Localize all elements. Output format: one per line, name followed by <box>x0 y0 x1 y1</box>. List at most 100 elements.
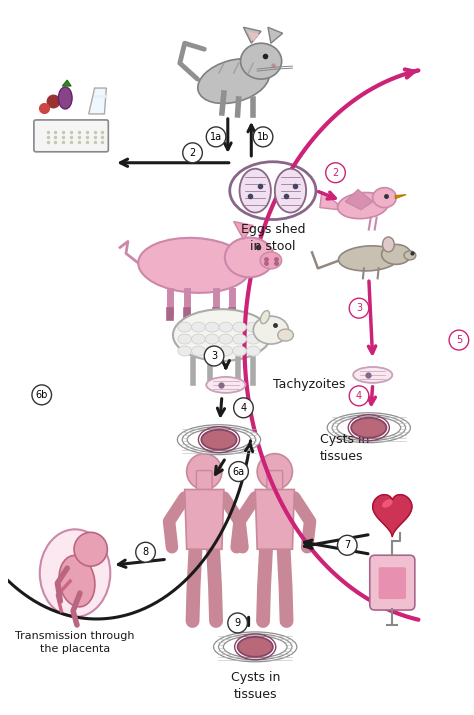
Polygon shape <box>185 490 224 549</box>
Ellipse shape <box>382 499 393 508</box>
Text: Tachyzoites: Tachyzoites <box>273 378 345 391</box>
Ellipse shape <box>230 162 316 220</box>
Ellipse shape <box>383 237 394 252</box>
Ellipse shape <box>373 187 396 207</box>
Ellipse shape <box>253 316 289 344</box>
Ellipse shape <box>205 334 219 344</box>
Ellipse shape <box>182 427 255 453</box>
Text: 7: 7 <box>344 541 350 551</box>
Ellipse shape <box>233 322 246 332</box>
Polygon shape <box>345 189 373 209</box>
Ellipse shape <box>201 430 237 450</box>
Circle shape <box>229 462 248 481</box>
Ellipse shape <box>178 334 191 344</box>
FancyBboxPatch shape <box>196 470 212 490</box>
Ellipse shape <box>351 418 386 438</box>
Text: 2: 2 <box>190 148 196 158</box>
Circle shape <box>257 453 292 490</box>
Polygon shape <box>255 490 294 549</box>
Polygon shape <box>373 495 412 536</box>
Circle shape <box>187 453 222 490</box>
FancyBboxPatch shape <box>370 556 415 610</box>
Text: 1b: 1b <box>257 132 269 142</box>
Circle shape <box>136 542 155 562</box>
Polygon shape <box>234 222 253 240</box>
Circle shape <box>204 346 224 366</box>
Circle shape <box>74 533 107 566</box>
Ellipse shape <box>246 322 260 332</box>
Ellipse shape <box>40 529 110 617</box>
Ellipse shape <box>327 413 410 443</box>
Ellipse shape <box>382 245 411 265</box>
Ellipse shape <box>404 251 416 260</box>
Ellipse shape <box>59 556 95 607</box>
Circle shape <box>326 163 345 182</box>
Ellipse shape <box>223 636 287 658</box>
Circle shape <box>206 127 226 147</box>
Ellipse shape <box>338 246 399 271</box>
Text: Transmission through
the placenta: Transmission through the placenta <box>15 631 135 654</box>
Ellipse shape <box>260 310 270 324</box>
Ellipse shape <box>219 334 233 344</box>
Ellipse shape <box>58 87 72 109</box>
Text: Cysts in
tissues: Cysts in tissues <box>230 671 280 701</box>
Polygon shape <box>89 88 106 114</box>
Circle shape <box>253 127 273 147</box>
Circle shape <box>234 398 253 418</box>
Text: Eggs shed
in stool: Eggs shed in stool <box>241 222 305 252</box>
Ellipse shape <box>191 334 205 344</box>
Text: 2: 2 <box>332 168 338 178</box>
Ellipse shape <box>178 346 191 356</box>
Ellipse shape <box>246 334 260 344</box>
Ellipse shape <box>219 322 233 332</box>
Ellipse shape <box>177 425 261 455</box>
Ellipse shape <box>337 417 401 439</box>
Text: 1a: 1a <box>210 132 222 142</box>
Ellipse shape <box>233 346 246 356</box>
Polygon shape <box>320 192 337 209</box>
Polygon shape <box>244 27 261 43</box>
Circle shape <box>337 536 357 556</box>
FancyBboxPatch shape <box>34 120 109 152</box>
Ellipse shape <box>214 632 297 662</box>
Ellipse shape <box>206 377 246 393</box>
Ellipse shape <box>332 415 406 440</box>
Ellipse shape <box>353 367 392 383</box>
Ellipse shape <box>191 322 205 332</box>
Circle shape <box>349 298 369 318</box>
Ellipse shape <box>219 346 233 356</box>
Ellipse shape <box>337 192 388 219</box>
Circle shape <box>449 330 469 350</box>
Circle shape <box>349 386 369 406</box>
Text: 8: 8 <box>143 547 148 557</box>
Polygon shape <box>247 31 259 41</box>
Text: 6a: 6a <box>233 467 245 477</box>
Ellipse shape <box>205 346 219 356</box>
Polygon shape <box>268 27 283 43</box>
Polygon shape <box>395 194 406 199</box>
Text: 3: 3 <box>211 351 217 361</box>
Text: 4: 4 <box>240 403 246 413</box>
Polygon shape <box>62 80 71 86</box>
Circle shape <box>32 385 52 405</box>
Text: 5: 5 <box>456 335 462 345</box>
Ellipse shape <box>178 322 191 332</box>
Ellipse shape <box>219 634 292 660</box>
Ellipse shape <box>198 59 270 104</box>
Circle shape <box>228 613 247 633</box>
Text: 9: 9 <box>235 618 241 628</box>
Ellipse shape <box>205 322 219 332</box>
Ellipse shape <box>260 252 282 269</box>
Text: Cysts in
tissues: Cysts in tissues <box>320 433 369 463</box>
Circle shape <box>183 143 202 163</box>
Ellipse shape <box>278 329 293 341</box>
Ellipse shape <box>225 237 274 277</box>
Ellipse shape <box>246 346 260 356</box>
Ellipse shape <box>240 43 282 79</box>
Text: 3: 3 <box>356 303 362 313</box>
Ellipse shape <box>173 309 271 361</box>
Ellipse shape <box>191 346 205 356</box>
Ellipse shape <box>138 238 251 293</box>
FancyBboxPatch shape <box>379 567 406 599</box>
Ellipse shape <box>275 169 306 212</box>
